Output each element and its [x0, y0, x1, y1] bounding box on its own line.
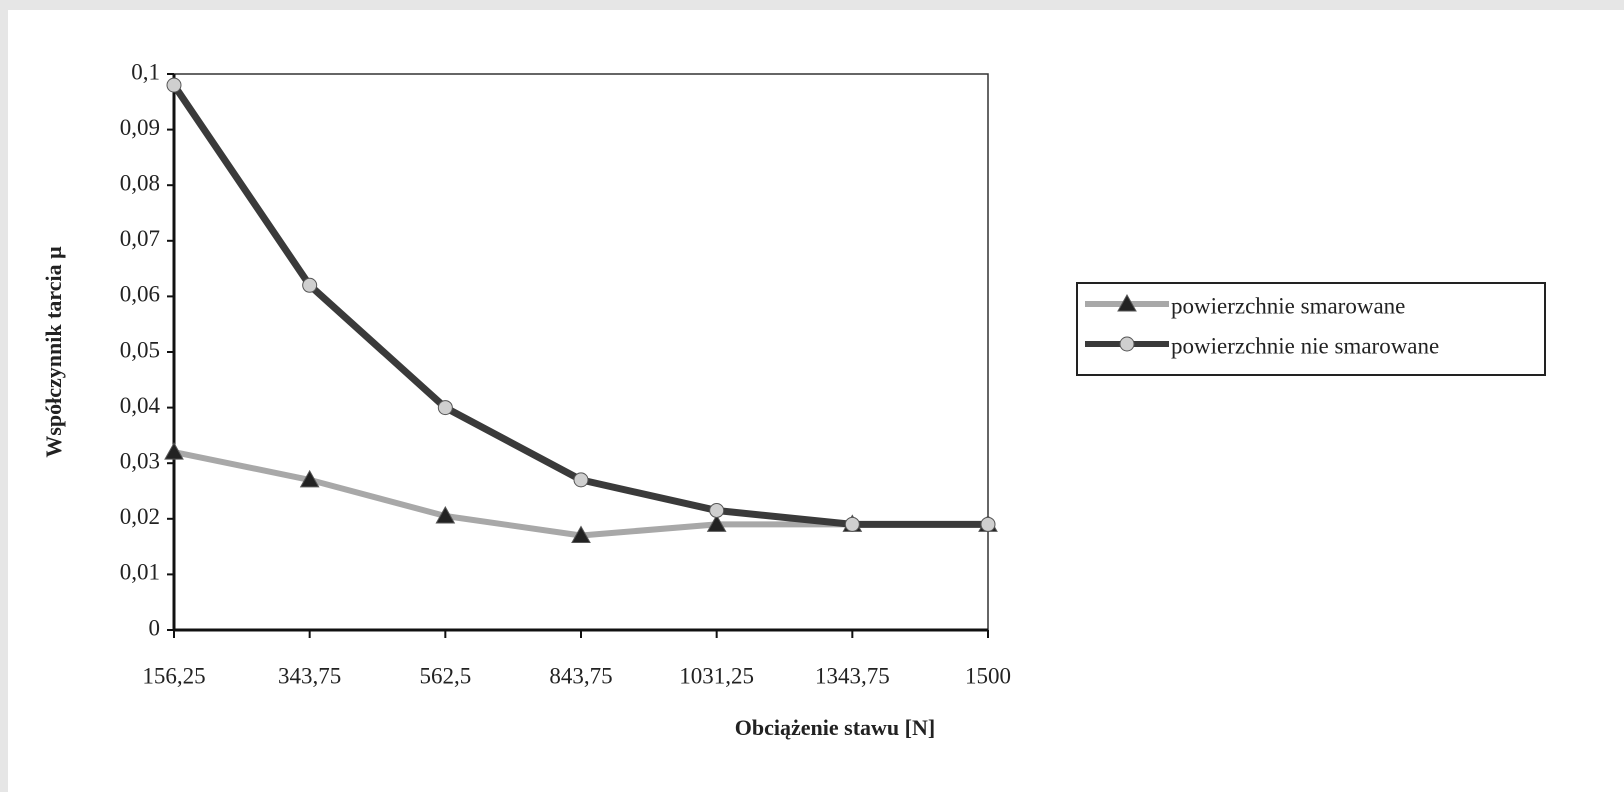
x-tick-label: 1031,25	[679, 663, 754, 688]
y-tick-label: 0,1	[131, 59, 160, 84]
y-tick-label: 0,02	[120, 504, 160, 529]
legend-marker	[1117, 293, 1137, 312]
x-tick-label: 843,75	[549, 663, 612, 688]
y-tick-label: 0,09	[120, 115, 160, 140]
y-tick-label: 0,03	[120, 448, 160, 473]
data-point	[164, 442, 184, 460]
data-point	[302, 277, 318, 293]
y-tick-label: 0	[149, 615, 161, 640]
y-tick-label: 0,06	[120, 282, 160, 307]
data-point	[299, 469, 320, 488]
data-point	[709, 502, 725, 518]
x-tick-label: 156,25	[142, 663, 205, 688]
data-point	[980, 516, 996, 532]
legend-marker	[1119, 336, 1135, 352]
data-point	[437, 400, 453, 416]
y-tick-label: 0,05	[120, 337, 160, 362]
y-tick-label: 0,01	[120, 560, 160, 585]
x-tick-label: 343,75	[278, 663, 341, 688]
legend-label: powierzchnie nie smarowane	[1171, 333, 1439, 358]
legend-label: powierzchnie smarowane	[1171, 293, 1405, 318]
data-point	[706, 514, 727, 532]
data-point	[435, 506, 456, 524]
page-background	[8, 10, 1624, 792]
x-tick-label: 562,5	[419, 663, 471, 688]
x-tick-label: 1500	[965, 663, 1011, 688]
data-point	[571, 525, 591, 543]
y-tick-label: 0,07	[120, 226, 160, 251]
legend-box	[1076, 282, 1546, 376]
x-tick-label: 1343,75	[815, 663, 890, 688]
data-point	[844, 516, 860, 532]
y-tick-label: 0,04	[120, 393, 161, 418]
data-point	[573, 472, 589, 488]
y-tick-label: 0,08	[120, 170, 160, 195]
y-axis-title: Współczynnik tarcia μ	[41, 246, 66, 458]
data-point	[166, 77, 182, 93]
x-axis-title: Obciążenie stawu [N]	[735, 715, 935, 740]
